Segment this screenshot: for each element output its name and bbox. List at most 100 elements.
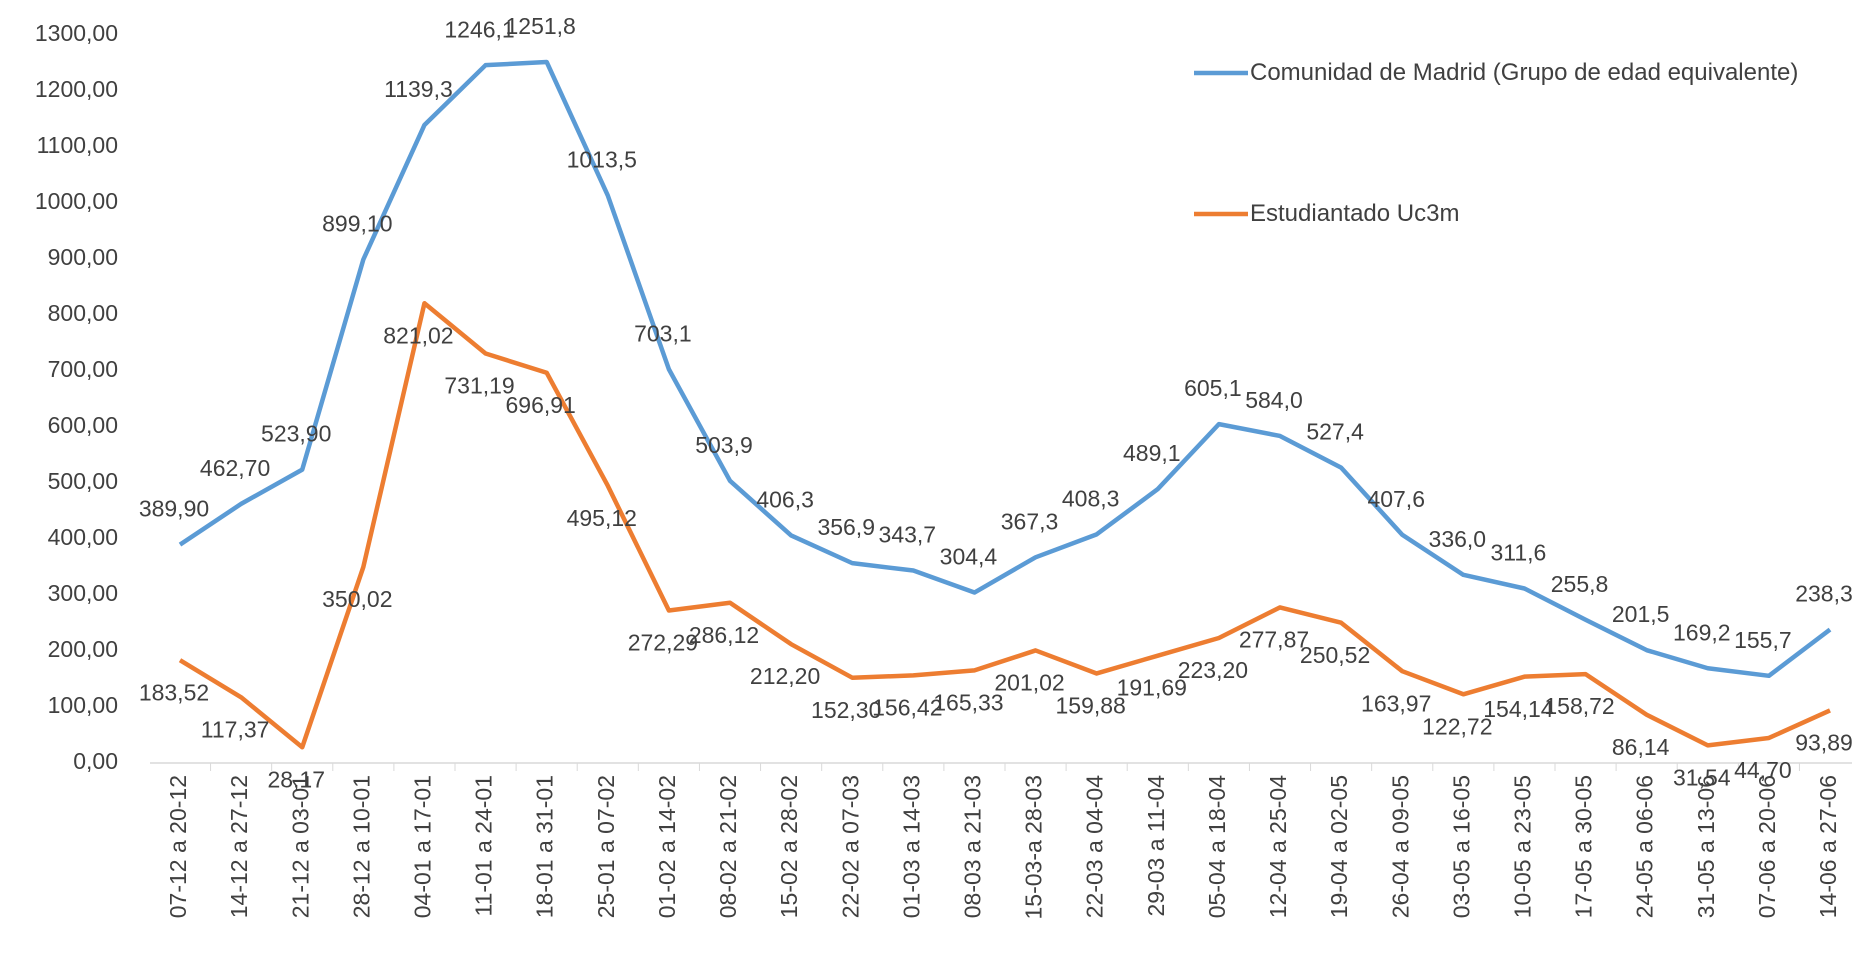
y-tick-label: 200,00 (48, 636, 118, 662)
data-label: 527,4 (1306, 419, 1364, 445)
series-line (178, 59, 1832, 679)
data-label: 1251,8 (505, 13, 575, 39)
data-label: 489,1 (1123, 440, 1181, 466)
data-label: 523,90 (261, 421, 331, 447)
data-label: 495,12 (567, 505, 637, 531)
data-label: 1013,5 (567, 147, 637, 173)
data-label: 255,8 (1551, 571, 1609, 597)
data-label: 169,2 (1673, 619, 1731, 645)
x-tick-label: 21-12 a 03-01 (287, 775, 313, 918)
data-label: 152,30 (811, 697, 881, 723)
data-label: 406,3 (756, 487, 814, 513)
data-label: 584,0 (1245, 387, 1303, 413)
data-label: 159,88 (1055, 693, 1125, 719)
x-tick-label: 07-06 a 20-06 (1754, 775, 1780, 918)
y-tick-label: 100,00 (48, 692, 118, 718)
data-label: 389,90 (139, 496, 209, 522)
data-label: 154,14 (1483, 696, 1554, 722)
y-tick-label: 600,00 (48, 412, 118, 438)
y-tick-label: 1100,00 (37, 132, 118, 158)
y-tick-label: 500,00 (48, 468, 118, 494)
x-tick-label: 01-03 a 14-03 (898, 775, 924, 918)
data-label: 250,52 (1300, 642, 1370, 668)
x-tick-label: 15-02 a 28-02 (776, 775, 802, 918)
data-label: 201,5 (1612, 601, 1670, 627)
x-tick-label: 24-05 a 06-06 (1632, 775, 1658, 918)
data-label: 343,7 (879, 522, 937, 548)
x-tick-label: 18-01 a 31-01 (532, 775, 558, 918)
data-label: 1246,1 (444, 16, 514, 42)
data-label: 201,02 (994, 670, 1064, 696)
x-tick-label: 28-12 a 10-01 (348, 775, 374, 918)
x-tick-label: 15-03-a 28-03 (1021, 775, 1047, 920)
data-label: 44,70 (1734, 757, 1792, 783)
data-label: 28,17 (267, 766, 325, 792)
data-label: 117,37 (201, 716, 270, 742)
data-label: 356,9 (817, 514, 875, 540)
x-tick-label: 01-02 a 14-02 (654, 775, 680, 918)
data-label: 703,1 (634, 320, 692, 346)
data-label: 156,42 (872, 694, 942, 720)
x-tick-label: 08-03 a 21-03 (960, 775, 986, 918)
data-label: 311,6 (1491, 540, 1547, 566)
data-label: 408,3 (1062, 485, 1120, 511)
data-label: 93,89 (1795, 729, 1852, 755)
data-label: 86,14 (1612, 734, 1670, 760)
data-label: 163,97 (1361, 690, 1431, 716)
x-tick-label: 17-05 a 30-05 (1571, 775, 1597, 918)
legend-label: Estudiantado Uc3m (1250, 200, 1460, 227)
legend-entry: Comunidad de Madrid (Grupo de edad equiv… (1250, 59, 1799, 86)
y-tick-label: 700,00 (48, 356, 118, 382)
data-label: 191,69 (1117, 675, 1187, 701)
x-tick-label: 12-04 a 25-04 (1265, 775, 1291, 918)
y-tick-label: 300,00 (48, 580, 118, 606)
series-line (178, 300, 1831, 750)
x-tick-label: 22-03 a 04-04 (1082, 775, 1108, 918)
data-label: 350,02 (322, 586, 392, 612)
x-tick-label: 25-01 a 07-02 (593, 775, 619, 918)
data-label: 165,33 (933, 689, 1003, 715)
y-tick-label: 1200,00 (35, 76, 118, 102)
x-tick-label: 11-01 a 24-01 (471, 775, 497, 917)
data-label: 899,10 (322, 211, 392, 237)
legend-label: Comunidad de Madrid (Grupo de edad equiv… (1250, 59, 1799, 86)
data-label: 122,72 (1422, 713, 1492, 739)
data-label: 696,91 (505, 392, 575, 418)
data-label: 277,87 (1239, 626, 1309, 652)
y-tick-label: 1000,00 (35, 188, 118, 214)
data-label: 183,52 (139, 679, 209, 705)
data-label: 286,12 (689, 622, 759, 648)
y-tick-label: 1300,00 (35, 20, 118, 46)
x-tick-label: 14-06 a 27-06 (1815, 775, 1841, 918)
data-label: 212,20 (750, 663, 820, 689)
data-label: 605,1 (1184, 375, 1242, 401)
data-label: 304,4 (940, 544, 998, 570)
x-tick-label: 10-05 a 23-05 (1510, 775, 1536, 918)
data-label: 503,9 (695, 432, 753, 458)
data-label: 1139,3 (384, 76, 453, 102)
data-label: 367,3 (1001, 508, 1059, 534)
y-tick-label: 900,00 (48, 244, 118, 270)
data-label: 31,54 (1673, 764, 1731, 790)
x-tick-label: 26-04 a 09-05 (1387, 775, 1413, 918)
data-label: 336,0 (1429, 526, 1487, 552)
y-tick-label: 0,00 (73, 748, 118, 774)
data-label: 155,7 (1734, 627, 1792, 653)
y-tick-label: 800,00 (48, 300, 118, 326)
x-tick-label: 22-02 a 07-03 (837, 775, 863, 918)
x-tick-label: 31-05 a 13-06 (1693, 775, 1719, 918)
data-label: 158,72 (1544, 693, 1614, 719)
x-tick-label: 08-02 a 21-02 (715, 775, 741, 918)
data-label: 407,6 (1367, 486, 1425, 512)
x-tick-label: 29-03 a 11-04 (1143, 775, 1169, 917)
data-label: 462,70 (200, 455, 270, 481)
x-tick-label: 19-04 a 02-05 (1326, 775, 1352, 918)
data-label: 223,20 (1178, 657, 1248, 683)
x-tick-label: 05-04 a 18-04 (1204, 775, 1230, 918)
data-label: 238,3 (1795, 581, 1852, 607)
data-label: 731,19 (444, 373, 514, 399)
x-tick-label: 14-12 a 27-12 (226, 775, 252, 918)
x-tick-label: 04-01 a 17-01 (410, 775, 436, 918)
y-tick-label: 400,00 (48, 524, 118, 550)
